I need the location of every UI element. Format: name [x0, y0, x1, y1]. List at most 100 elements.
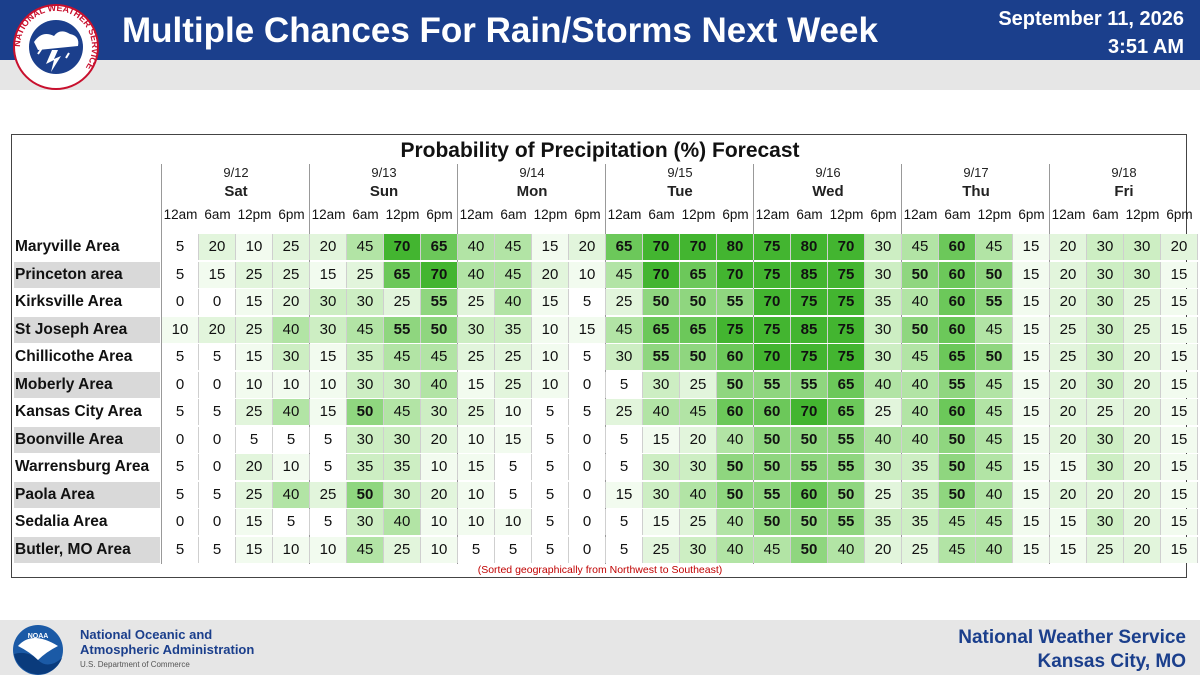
pop-cell: 60: [939, 316, 976, 343]
pop-cell: 50: [791, 509, 828, 535]
pop-cell: 5: [162, 481, 199, 508]
pop-cell: 30: [1124, 261, 1161, 288]
pop-cell: 20: [1124, 399, 1161, 425]
pop-cell: 35: [865, 289, 902, 315]
pop-cell: 75: [828, 316, 865, 343]
pop-cell: 10: [421, 509, 458, 535]
pop-cell: 10: [495, 509, 532, 535]
pop-cell: 45: [976, 399, 1013, 425]
pop-cell: 15: [1161, 316, 1198, 343]
pop-cell: 30: [1087, 289, 1124, 315]
pop-cell: 55: [976, 289, 1013, 315]
pop-cell: 15: [236, 344, 273, 370]
pop-cell: 40: [865, 371, 902, 398]
day-header: 9/17 Thu: [902, 164, 1050, 202]
pop-cell: 5: [199, 481, 236, 508]
pop-cell: 20: [1050, 261, 1087, 288]
footer-bar: NOAA National Oceanic and Atmospheric Ad…: [0, 620, 1200, 675]
issue-date: September 11, 2026: [998, 8, 1184, 30]
pop-cell: 25: [273, 261, 310, 288]
pop-cell: 15: [1161, 509, 1198, 535]
pop-cell: 35: [347, 344, 384, 370]
pop-cell: 10: [421, 536, 458, 563]
pop-cell: 50: [421, 316, 458, 343]
pop-cell: 40: [421, 371, 458, 398]
hour-label: 12am: [607, 207, 642, 222]
pop-cell: 25: [236, 399, 273, 425]
pop-cell: 10: [532, 344, 569, 370]
pop-cell: 25: [236, 481, 273, 508]
pop-cell: 15: [1013, 344, 1050, 370]
pop-cell: 15: [1013, 481, 1050, 508]
pop-cell: 40: [495, 289, 532, 315]
pop-cell: 25: [458, 399, 495, 425]
pop-cell: 50: [939, 426, 976, 453]
office-name-line1: National Weather Service: [958, 627, 1186, 648]
pop-cell: 20: [1050, 234, 1087, 260]
pop-cell: 5: [162, 344, 199, 370]
day-header: 9/16 Wed: [754, 164, 902, 202]
pop-cell: 25: [458, 344, 495, 370]
hour-label: 12pm: [385, 207, 420, 222]
pop-cell: 70: [754, 344, 791, 370]
pop-cell: 5: [162, 454, 199, 480]
pop-cell: 75: [791, 344, 828, 370]
pop-cell: 20: [569, 234, 606, 260]
pop-cell: 20: [865, 536, 902, 563]
pop-cell: 70: [828, 234, 865, 260]
pop-cell: 20: [236, 454, 273, 480]
day-date: 9/15: [667, 165, 693, 180]
pop-cell: 20: [680, 426, 717, 453]
pop-cell: 30: [680, 454, 717, 480]
pop-cell: 45: [347, 536, 384, 563]
pop-cell: 50: [828, 481, 865, 508]
pop-cell: 40: [828, 536, 865, 563]
pop-cell: 25: [606, 289, 643, 315]
pop-cell: 20: [199, 316, 236, 343]
agency-name-line1: National Oceanic and: [80, 627, 213, 642]
pop-cell: 15: [1013, 316, 1050, 343]
pop-cell: 55: [717, 289, 754, 315]
pop-cell: 25: [458, 289, 495, 315]
pop-cell: 30: [1087, 426, 1124, 453]
day-header: 9/14 Mon: [458, 164, 606, 202]
pop-cell: 30: [643, 481, 680, 508]
day-date: 9/14: [519, 165, 545, 180]
pop-cell: 40: [458, 261, 495, 288]
pop-cell: 85: [791, 261, 828, 288]
pop-cell: 45: [976, 454, 1013, 480]
pop-cell: 25: [865, 481, 902, 508]
pop-cell: 5: [606, 509, 643, 535]
pop-cell: 30: [865, 316, 902, 343]
pop-cell: 30: [865, 234, 902, 260]
pop-cell: 15: [532, 234, 569, 260]
pop-cell: 10: [532, 316, 569, 343]
pop-cell: 50: [939, 481, 976, 508]
pop-cell: 5: [532, 426, 569, 453]
pop-cell: 30: [273, 344, 310, 370]
pop-cell: 5: [532, 536, 569, 563]
pop-cell: 15: [1013, 536, 1050, 563]
pop-cell: 65: [680, 316, 717, 343]
pop-cell: 20: [1050, 426, 1087, 453]
pop-cell: 20: [1124, 426, 1161, 453]
pop-cell: 20: [1124, 371, 1161, 398]
pop-cell: 25: [384, 536, 421, 563]
pop-cell: 20: [310, 234, 347, 260]
hour-label: 12pm: [681, 207, 716, 222]
pop-cell: 60: [754, 399, 791, 425]
pop-cell: 15: [236, 536, 273, 563]
pop-cell: 30: [1087, 261, 1124, 288]
pop-cell: 5: [458, 536, 495, 563]
pop-cell: 50: [902, 316, 939, 343]
pop-cell: 5: [495, 454, 532, 480]
pop-cell: 40: [902, 371, 939, 398]
office-name: National Weather Service Kansas City, MO: [958, 626, 1186, 674]
pop-cell: 40: [902, 426, 939, 453]
pop-cell: 10: [310, 371, 347, 398]
table-row: Chillicothe Area 5 5 15 30 15 35 45 45 25 25 10 5 30 5…: [12, 344, 1198, 372]
day-date: 9/12: [223, 165, 249, 180]
day-header: 9/13 Sun: [310, 164, 458, 202]
day-name: Sat: [224, 183, 248, 200]
pop-cell: 20: [1124, 344, 1161, 370]
